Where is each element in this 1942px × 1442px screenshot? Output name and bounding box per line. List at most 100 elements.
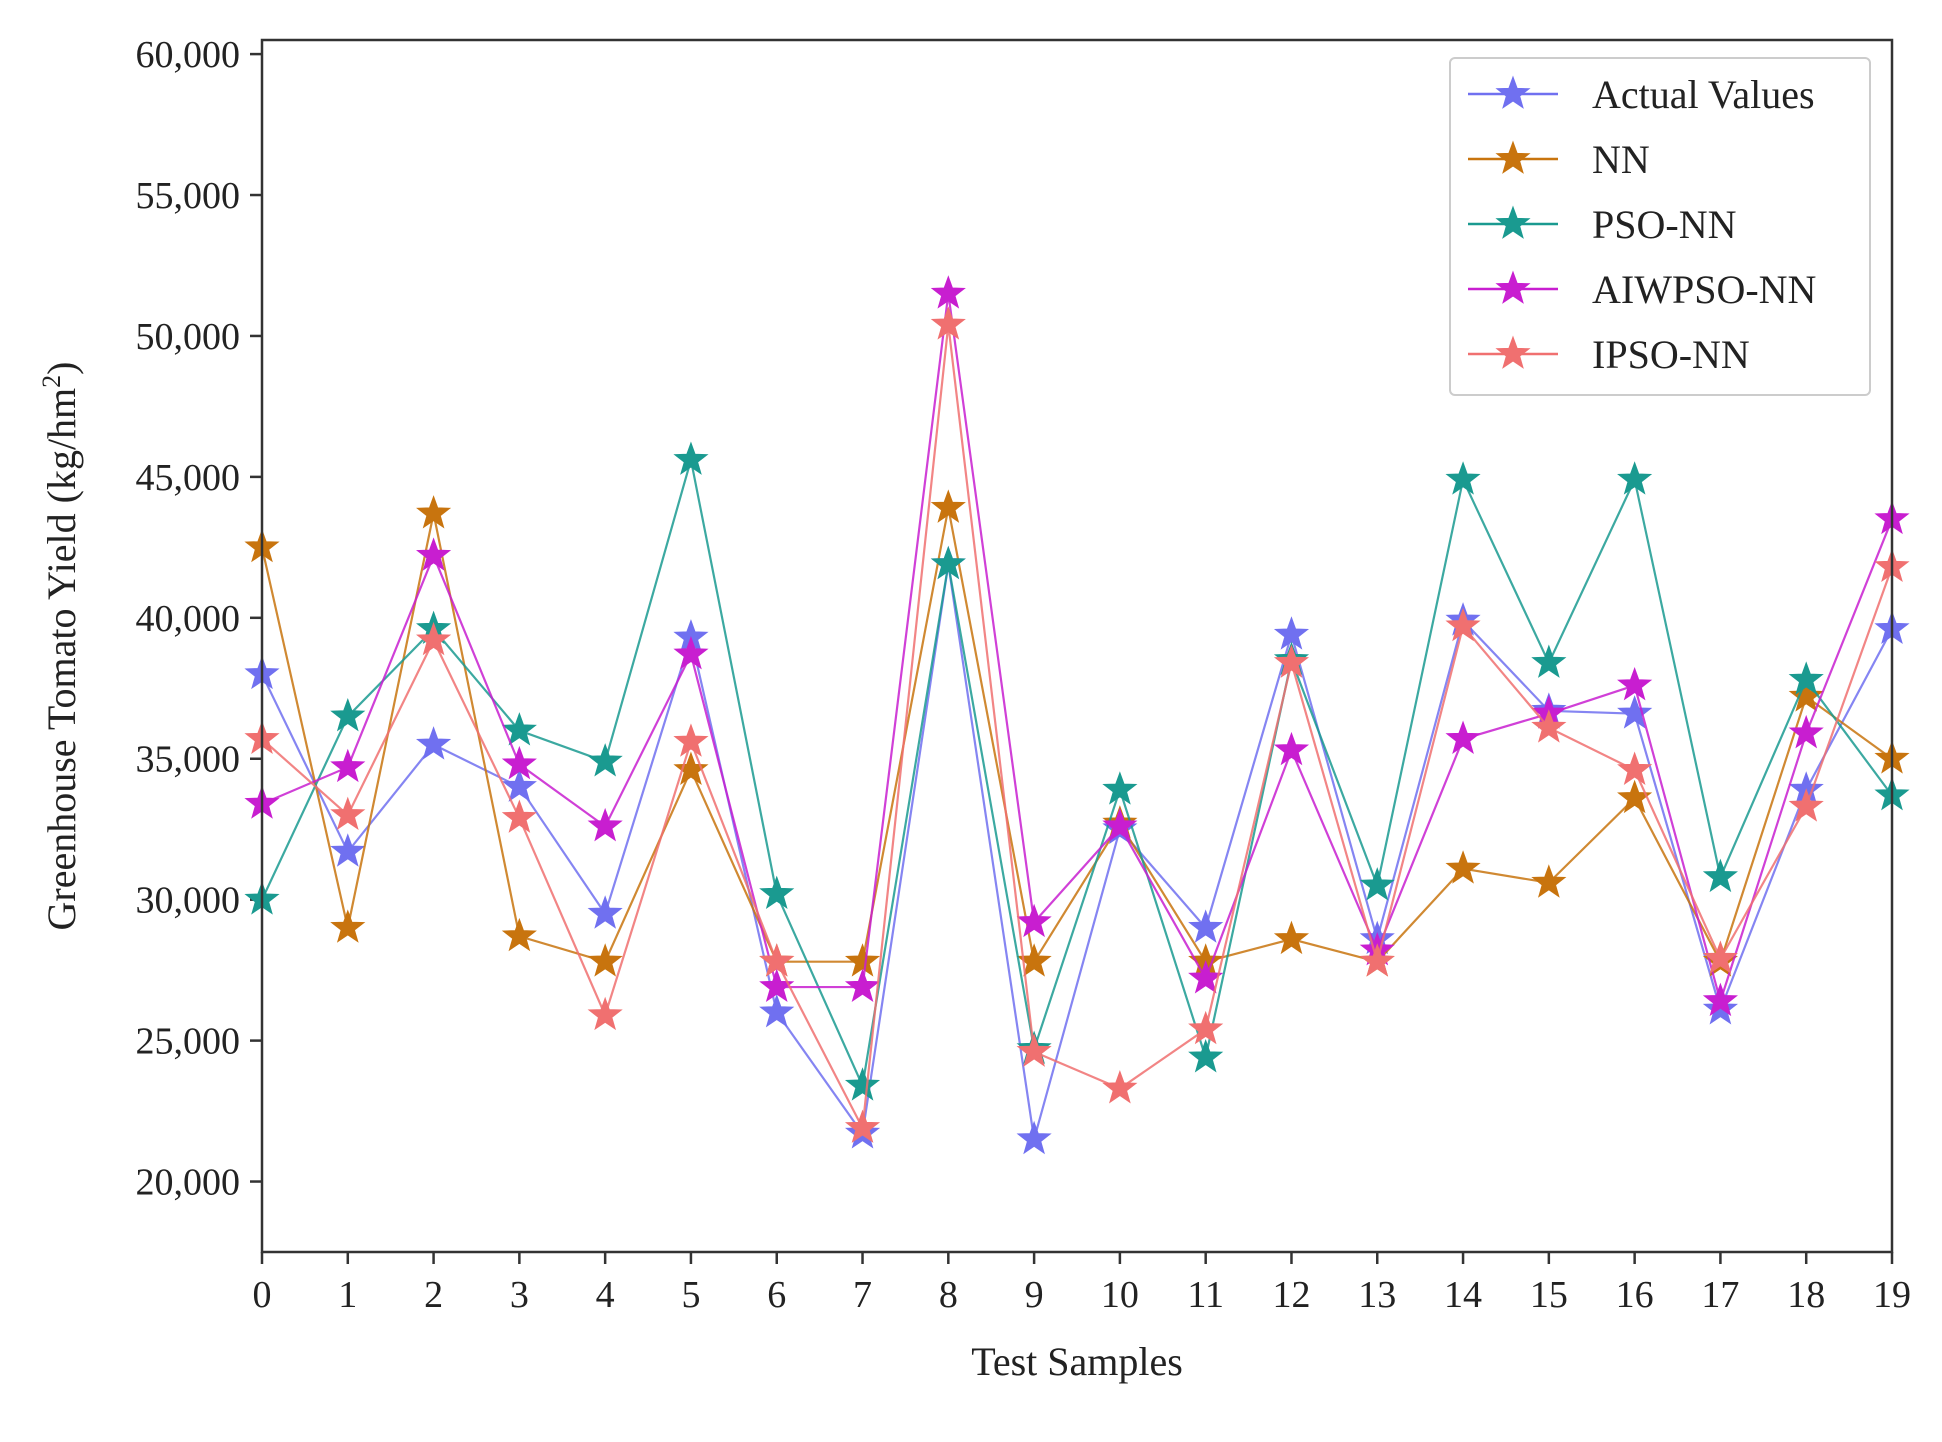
data-point-ipso-nn [1788, 788, 1824, 822]
data-point-pso-nn [501, 712, 537, 746]
legend-star-marker [1495, 75, 1531, 109]
legend: Actual Values NN PSO-NN AIWPSO-NN IPSO-NN [1449, 57, 1871, 396]
data-point-actual-values [416, 726, 452, 760]
legend-item-aiwpso-nn: AIWPSO-NN [1468, 267, 1816, 312]
legend-label: AIWPSO-NN [1592, 267, 1816, 312]
legend-label: IPSO-NN [1592, 332, 1750, 377]
y-tick-label: 40,000 [136, 598, 241, 640]
legend-star-marker [1495, 140, 1531, 174]
data-point-aiwpso-nn [1788, 714, 1824, 749]
x-tick-label: 6 [767, 1274, 786, 1316]
data-point-pso-nn [587, 743, 623, 777]
x-tick-label: 4 [596, 1274, 615, 1316]
x-axis-label: Test Samples [971, 1339, 1183, 1384]
data-point-ipso-nn [1359, 943, 1395, 977]
data-point-pso-nn [1445, 461, 1481, 495]
legend-item-ipso-nn: IPSO-NN [1468, 332, 1750, 377]
data-point-actual-values [1617, 695, 1653, 729]
legend-frame [1449, 57, 1871, 396]
x-tick-label: 17 [1701, 1274, 1739, 1316]
data-point-nn [1445, 850, 1481, 884]
data-point-actual-values [501, 768, 537, 802]
y-tick-label: 55,000 [136, 175, 241, 217]
data-point-pso-nn [844, 1067, 881, 1101]
data-point-pso-nn [1617, 461, 1653, 495]
plot-area-frame [260, 38, 1894, 1254]
data-point-aiwpso-nn [1702, 982, 1738, 1017]
y-tick-label: 20,000 [136, 1162, 241, 1204]
data-point-aiwpso-nn [1445, 720, 1481, 754]
data-point-nn [1273, 920, 1310, 955]
data-point-ipso-nn [1273, 644, 1310, 678]
data-point-aiwpso-nn [673, 635, 709, 670]
data-point-pso-nn [1531, 644, 1567, 678]
data-point-ipso-nn [1617, 751, 1653, 785]
data-point-pso-nn [673, 441, 709, 475]
y-axis-label-tail: ) [39, 362, 84, 375]
data-point-ipso-nn [587, 996, 623, 1031]
data-point-nn [930, 489, 966, 523]
y-axis-label-main: Greenhouse Tomato Yield (kg/hm [39, 388, 84, 931]
data-point-aiwpso-nn [501, 745, 537, 780]
data-point-pso-nn [1188, 1039, 1224, 1073]
series-line-actual-values [261, 564, 1893, 1140]
data-point-actual-values [759, 993, 795, 1028]
data-point-nn [1788, 678, 1824, 712]
legend-label: NN [1592, 137, 1650, 182]
data-point-nn [1531, 864, 1567, 898]
data-point-pso-nn [759, 875, 795, 909]
data-point-pso-nn [1359, 867, 1395, 901]
legend-item-nn: NN [1468, 137, 1650, 182]
data-point-actual-values [1188, 909, 1224, 943]
data-point-ipso-nn [501, 799, 537, 833]
data-point-nn [587, 943, 623, 977]
y-tick-label: 60,000 [136, 34, 241, 76]
x-tick-label: 15 [1530, 1274, 1568, 1316]
x-tick-label: 0 [253, 1274, 272, 1316]
data-point-ipso-nn [1102, 1070, 1138, 1104]
series-line-ipso-nn [261, 324, 1894, 1132]
data-point-pso-nn [1788, 661, 1824, 695]
data-point-aiwpso-nn [1016, 903, 1052, 938]
legend-label: Actual Values [1592, 72, 1815, 117]
data-point-ipso-nn [1188, 1010, 1224, 1045]
data-point-ipso-nn [759, 943, 795, 977]
legend-label: PSO-NN [1592, 202, 1736, 247]
data-point-actual-values [330, 833, 366, 867]
y-axis-label: Greenhouse Tomato Yield (kg/hm2) [37, 362, 84, 931]
data-point-ipso-nn [1445, 607, 1481, 642]
data-point-aiwpso-nn [1617, 666, 1653, 701]
y-tick-label: 50,000 [136, 316, 241, 358]
x-tick-label: 16 [1616, 1274, 1654, 1316]
data-point-aiwpso-nn [1273, 731, 1310, 766]
series-line-pso-nn [261, 459, 1893, 1090]
data-point-actual-values [1016, 1120, 1052, 1155]
data-point-pso-nn [1102, 771, 1138, 805]
x-tick-label: 10 [1101, 1274, 1139, 1316]
x-tick-label: 1 [338, 1274, 357, 1316]
data-point-pso-nn [1702, 858, 1738, 893]
x-tick-label: 9 [1025, 1274, 1044, 1316]
data-point-aiwpso-nn [416, 537, 452, 571]
x-tick-label: 5 [681, 1274, 700, 1316]
data-point-ipso-nn [416, 621, 452, 656]
x-tick-label: 11 [1187, 1274, 1224, 1316]
legend-item-pso-nn: PSO-NN [1468, 202, 1736, 247]
x-tick-label: 14 [1444, 1274, 1482, 1316]
legend-star-marker [1495, 205, 1531, 239]
data-point-nn [1617, 779, 1653, 814]
data-point-pso-nn [330, 698, 366, 732]
data-point-aiwpso-nn [330, 748, 366, 783]
data-point-ipso-nn [1016, 1033, 1052, 1067]
y-tick-label: 25,000 [136, 1021, 241, 1063]
x-tick-label: 19 [1873, 1274, 1911, 1316]
y-tick-label: 45,000 [136, 457, 241, 499]
data-point-ipso-nn [930, 306, 966, 340]
data-point-actual-values [587, 895, 623, 929]
x-tick-label: 18 [1787, 1274, 1825, 1316]
data-point-aiwpso-nn [930, 275, 966, 309]
data-point-aiwpso-nn [1102, 807, 1138, 842]
data-point-ipso-nn [1531, 709, 1567, 743]
data-point-nn [501, 917, 537, 952]
